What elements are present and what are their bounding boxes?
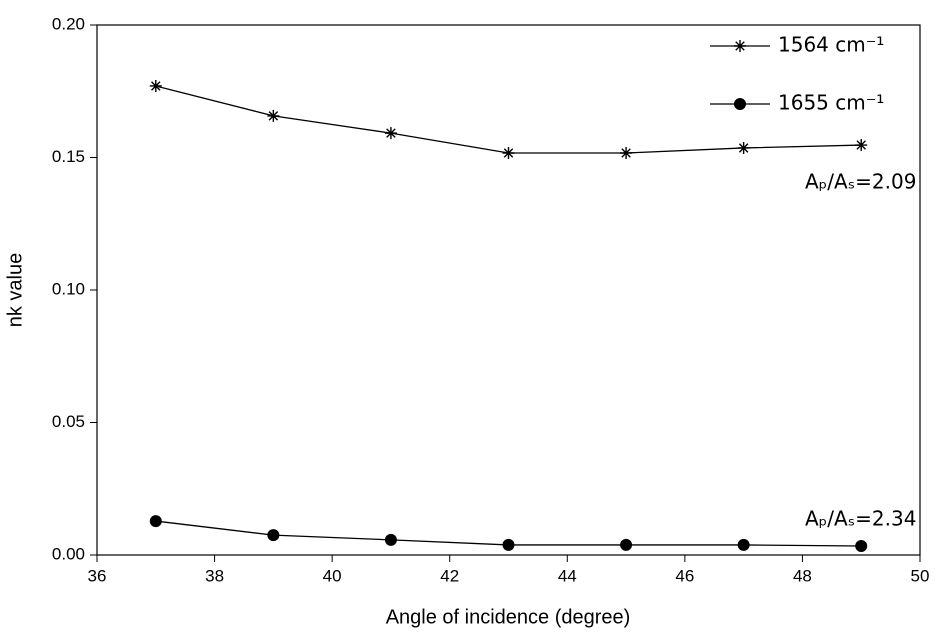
point [502, 146, 515, 159]
point [384, 127, 397, 140]
legend-text: 1655 cm⁻¹ [778, 91, 884, 115]
x-tick-label: 38 [205, 566, 224, 585]
point [502, 538, 515, 551]
x-tick-label: 46 [675, 566, 694, 585]
series-line [155, 85, 862, 154]
y-tick-label: 0.00 [52, 544, 85, 563]
y-axis-title: nk value [4, 253, 26, 328]
annotation: Aₚ/Aₛ=2.09 [805, 170, 916, 194]
legend-marker [734, 98, 746, 110]
point [737, 141, 750, 154]
x-tick-label: 48 [793, 566, 812, 585]
x-tick-label: 40 [323, 566, 342, 585]
y-tick-label: 0.15 [52, 147, 85, 166]
point [267, 529, 280, 542]
y-tick-label: 0.05 [52, 412, 85, 431]
legend-marker [734, 40, 746, 52]
point [620, 538, 633, 551]
point [620, 146, 633, 159]
point [737, 538, 750, 551]
annotation: Aₚ/Aₛ=2.34 [805, 507, 916, 531]
y-tick-label: 0.10 [52, 279, 85, 298]
point [855, 539, 868, 552]
x-tick-label: 42 [440, 566, 459, 585]
point [855, 139, 868, 152]
point [384, 533, 397, 546]
legend-text: 1564 cm⁻¹ [778, 33, 884, 57]
x-axis-title: Angle of incidence (degree) [386, 606, 631, 628]
point [267, 109, 280, 122]
point [149, 79, 162, 92]
y-tick-label: 0.20 [52, 14, 85, 33]
point [149, 515, 162, 528]
x-tick-label: 50 [911, 566, 930, 585]
x-tick-label: 44 [558, 566, 577, 585]
x-tick-label: 36 [88, 566, 107, 585]
